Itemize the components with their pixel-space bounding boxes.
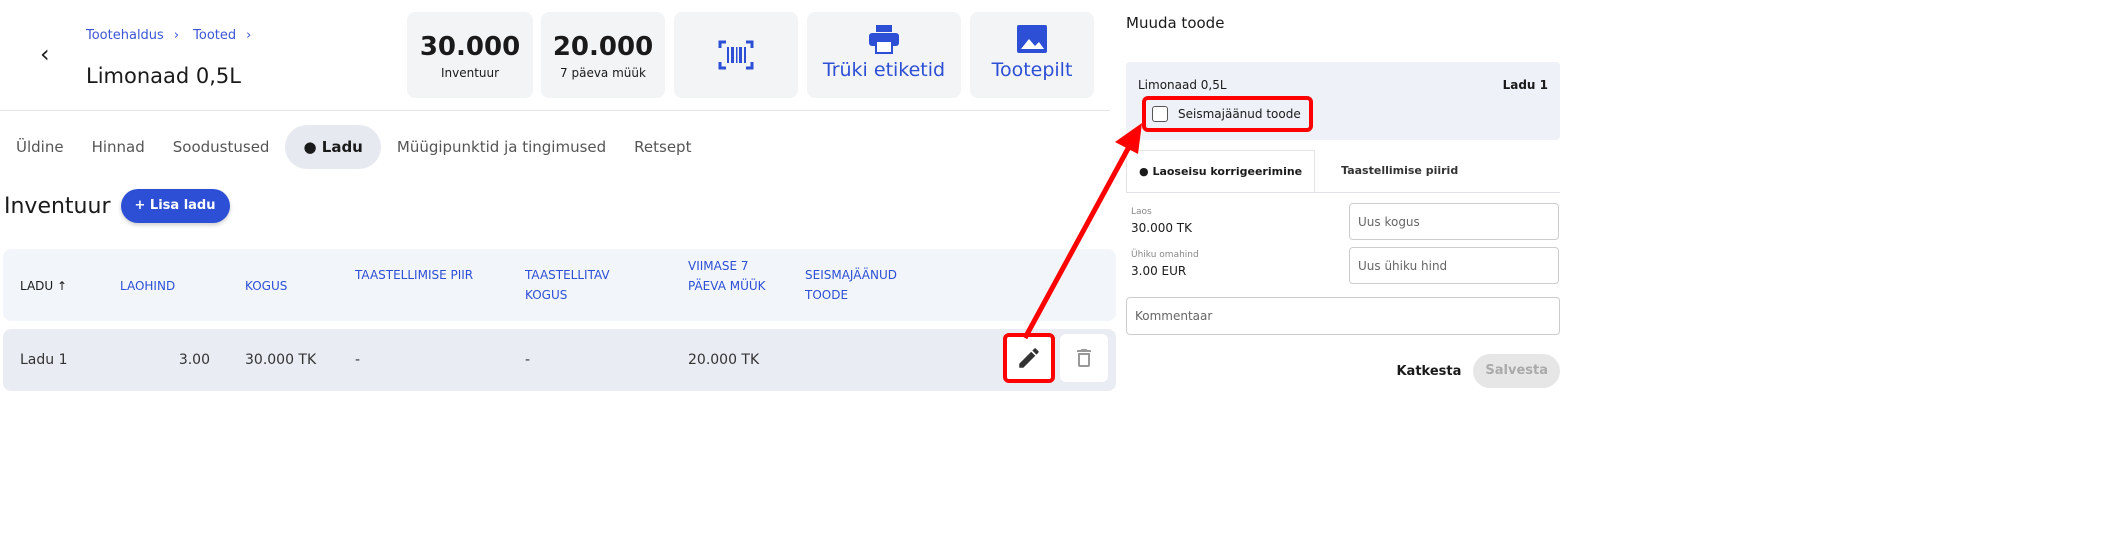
tab-sales-points[interactable]: Müügipunktid ja tingimused — [396, 138, 607, 156]
table-row — [3, 329, 1116, 391]
tab-stock-adjust[interactable]: ● Laoseisu korrigeerimine — [1126, 150, 1316, 192]
printer-icon — [869, 25, 899, 54]
stock-value: 30.000 TK — [1131, 221, 1193, 235]
panel-footer: Katkesta Salvesta — [1396, 354, 1560, 388]
edit-button[interactable] — [1003, 333, 1055, 383]
divider — [1126, 192, 1560, 193]
cell: 20.000 TK — [688, 352, 760, 368]
tab-discounts[interactable]: Soodustused — [172, 138, 270, 156]
stat-value: 30.000 — [419, 32, 521, 62]
new-unit-price-input[interactable]: Uus ühiku hind — [1349, 247, 1559, 284]
product-card: Limonaad 0,5L Ladu 1 — [1126, 62, 1560, 140]
cell: - — [355, 352, 361, 368]
checkbox-label: Seismajäänud toode — [1178, 107, 1301, 121]
product-name: Limonaad 0,5L — [1138, 78, 1227, 92]
column-header[interactable]: VIIMASE 7 PÄEVA MÜÜK — [688, 259, 766, 293]
cell: Ladu 1 — [20, 352, 68, 368]
stat-inventory: 30.000 Inventuur — [407, 12, 533, 98]
column-header[interactable]: LAOHIND — [120, 279, 176, 293]
divider — [0, 110, 1110, 111]
stat-value: 20.000 — [552, 32, 654, 62]
image-icon — [1017, 25, 1047, 53]
cancel-button[interactable]: Katkesta — [1396, 363, 1462, 379]
table-header — [3, 249, 1116, 321]
breadcrumb-item[interactable]: Tooted — [193, 28, 237, 43]
column-header[interactable]: KOGUS — [245, 279, 288, 293]
comment-input[interactable]: Kommentaar — [1126, 297, 1560, 335]
stock-label: Laos — [1131, 207, 1152, 217]
tab-prices[interactable]: Hinnad — [91, 138, 145, 156]
cell: - — [525, 352, 531, 368]
delete-button[interactable] — [1060, 334, 1108, 382]
checkbox-icon — [1152, 106, 1168, 122]
unit-cost-label: Ühiku omahind — [1131, 250, 1199, 260]
save-button[interactable]: Salvesta — [1473, 354, 1560, 388]
image-label: Tootepilt — [991, 59, 1073, 81]
button-label: Lisa ladu — [149, 198, 216, 213]
pencil-icon — [1019, 348, 1039, 368]
section-header: Inventuur + Lisa ladu — [4, 189, 230, 223]
cell: 3.00 — [178, 352, 210, 368]
tab-label: Ladu — [321, 138, 363, 156]
cell: 30.000 TK — [245, 352, 317, 368]
panel-title: Muuda toode — [1126, 14, 1225, 32]
tab-warehouse[interactable]: ● Ladu — [285, 125, 381, 169]
add-warehouse-button[interactable]: + Lisa ladu — [120, 189, 230, 223]
page-title: Limonaad 0,5L — [86, 64, 241, 88]
tab-general[interactable]: Üldine — [16, 138, 64, 156]
unit-cost-value: 3.00 EUR — [1131, 264, 1187, 278]
warehouse-name: Ladu 1 — [1502, 78, 1548, 92]
tab-recipe[interactable]: Retsept — [634, 138, 692, 156]
breadcrumb-item[interactable]: Tootehaldus — [86, 28, 164, 43]
back-button[interactable]: ‹ — [40, 40, 50, 68]
column-header[interactable]: TAASTELLITAV KOGUS — [525, 268, 610, 302]
column-header-ladu[interactable]: LADU ↑ — [20, 279, 68, 293]
barcode-button[interactable] — [674, 12, 798, 98]
breadcrumb: Tootehaldus › Tooted › — [86, 28, 252, 43]
print-label: Trüki etiketid — [822, 59, 946, 81]
product-image-button[interactable]: Tootepilt — [970, 12, 1094, 98]
tab-bar: Üldine Hinnad Soodustused ● Ladu Müügipu… — [4, 125, 703, 169]
stat-label: Inventuur — [440, 66, 500, 80]
trash-icon — [1077, 349, 1091, 367]
barcode-icon — [718, 40, 754, 70]
stat-label: 7 päeva müük — [560, 66, 646, 80]
column-header[interactable]: TAASTELLIMISE PIIR — [355, 268, 474, 282]
tab-reorder-limits[interactable]: Taastellimise piirid — [1341, 164, 1459, 177]
section-title: Inventuur — [4, 193, 111, 219]
stale-product-checkbox[interactable]: Seismajäänud toode — [1142, 96, 1313, 132]
panel-tab-bar: ● Laoseisu korrigeerimine Taastellimise … — [1126, 150, 1470, 192]
print-labels-button[interactable]: Trüki etiketid — [807, 12, 961, 98]
new-quantity-input[interactable]: Uus kogus — [1349, 203, 1559, 240]
column-header[interactable]: SEISMAJÄÄNUD TOODE — [805, 268, 897, 302]
sort-up-icon: ↑ — [57, 279, 68, 293]
stat-sales: 20.000 7 päeva müük — [541, 12, 665, 98]
